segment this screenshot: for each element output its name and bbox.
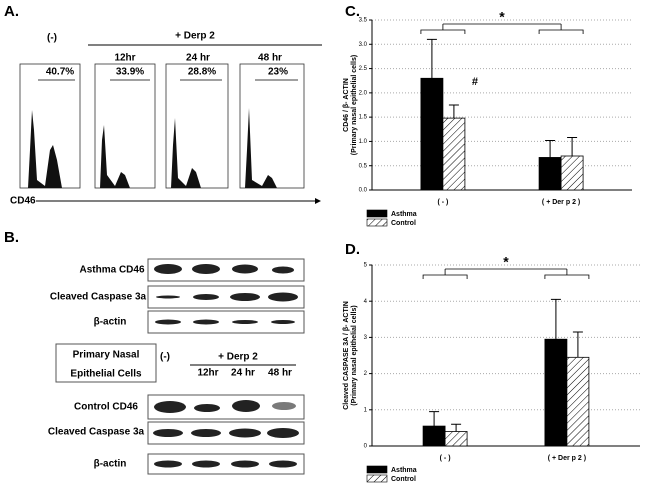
y-tick-label: 3.5	[359, 18, 368, 24]
histograms	[28, 108, 277, 188]
time-label: 24 hr	[186, 53, 210, 64]
error-bar	[426, 38, 437, 79]
error-bar	[550, 298, 561, 340]
bar	[544, 338, 568, 447]
percent-label: 23%	[268, 67, 288, 78]
time-label: 12hr	[114, 53, 135, 64]
time-label: 24 hr	[231, 368, 255, 379]
panel-label: B.	[4, 229, 19, 246]
significance-bracket	[420, 23, 584, 34]
row-label: Control CD46	[74, 402, 138, 413]
legend-swatch	[366, 465, 388, 474]
bar	[420, 77, 444, 191]
blot	[147, 421, 305, 445]
y-tick-label: 1.0	[359, 139, 368, 145]
y-tick-label: 2.0	[359, 90, 368, 96]
bar	[560, 155, 584, 191]
treatment-label: + Derp 2	[175, 31, 215, 42]
percent-label: 28.8%	[188, 67, 216, 78]
control-label: (-)	[160, 352, 170, 363]
legend-label: Asthma	[391, 467, 417, 474]
y-axis-label: CD46 / β- ACTIN	[343, 78, 350, 132]
x-tick-label: ( - )	[437, 199, 448, 206]
panel-label: D.	[345, 241, 360, 258]
blot	[147, 453, 305, 475]
percent-label: 40.7%	[46, 67, 74, 78]
control-label: (-)	[47, 33, 57, 44]
legend-label: Control	[391, 476, 416, 483]
blot	[147, 310, 305, 334]
percent-label: 33.9%	[116, 67, 144, 78]
y-tick-label: 5	[364, 263, 368, 269]
time-label: 48 hr	[258, 53, 282, 64]
panel-b: B. Asthma CD46 Cleaved Caspase 3a β-acti…	[4, 229, 305, 475]
panel-label: A.	[4, 3, 19, 20]
bar	[422, 425, 446, 447]
annotation: #	[472, 76, 478, 88]
blot-bands	[153, 264, 299, 468]
cells-label: Primary Nasal	[73, 350, 140, 361]
y-tick-label: 3	[364, 335, 368, 341]
bar	[444, 431, 468, 447]
legend-swatch	[366, 209, 388, 218]
blot	[147, 285, 305, 309]
error-bar	[572, 331, 583, 358]
annotation: *	[499, 9, 505, 25]
treatment-label: + Derp 2	[218, 352, 258, 363]
y-axis-label: Cleaved CASPASE 3A / β- ACTIN	[343, 301, 350, 410]
y-tick-label: 1	[364, 407, 368, 413]
time-label: 48 hr	[268, 368, 292, 379]
x-tick-label: ( + Der p 2 )	[548, 455, 586, 462]
error-bar	[451, 423, 462, 432]
row-label: β-actin	[94, 459, 127, 470]
y-axis-sublabel: (Primary nasal epithelial cells)	[351, 305, 358, 405]
y-tick-label: 1.5	[359, 115, 368, 121]
row-label: Asthma CD46	[79, 265, 144, 276]
y-tick-label: 3.0	[359, 42, 368, 48]
histogram-frames	[19, 63, 305, 189]
x-tick-label: ( + Der p 2 )	[542, 199, 580, 206]
error-bar	[545, 139, 556, 158]
annotation: *	[503, 254, 509, 270]
y-tick-label: 2.5	[359, 66, 368, 72]
time-label: 12hr	[197, 368, 218, 379]
legend-swatch	[366, 474, 388, 483]
y-tick-label: 4	[364, 299, 368, 305]
panel-a: A. (-) + Derp 2 12hr 24 hr 48 hr 40.7% 3…	[4, 3, 322, 207]
error-bar	[448, 104, 459, 119]
bar	[538, 157, 562, 191]
row-label: β-actin	[94, 317, 127, 328]
blot	[147, 258, 305, 282]
cells-label: Epithelial Cells	[70, 369, 142, 380]
charts: C.CD46 / β- ACTIN (Primary nasal epitheli…	[343, 3, 640, 483]
significance-bracket	[422, 268, 590, 279]
panel-label: C.	[345, 3, 360, 20]
y-tick-label: 0	[364, 444, 368, 450]
y-tick-label: 2	[364, 371, 368, 377]
row-label: Cleaved Caspase 3a	[50, 292, 147, 303]
cells-box	[55, 343, 157, 383]
legend-label: Asthma	[391, 211, 417, 218]
row-label: Cleaved Caspase 3a	[48, 427, 145, 438]
marker-label: CD46	[10, 196, 36, 207]
y-tick-label: 0.5	[359, 163, 368, 169]
bar	[566, 356, 590, 447]
x-tick-label: ( - )	[440, 455, 451, 462]
legend-swatch	[366, 218, 388, 227]
y-tick-label: 0.0	[359, 188, 368, 194]
error-bar	[567, 137, 578, 156]
legend-label: Control	[391, 220, 416, 227]
y-axis-sublabel: (Primary nasal epithelial cells)	[351, 55, 358, 155]
error-bar	[429, 411, 440, 427]
bar	[442, 117, 466, 191]
